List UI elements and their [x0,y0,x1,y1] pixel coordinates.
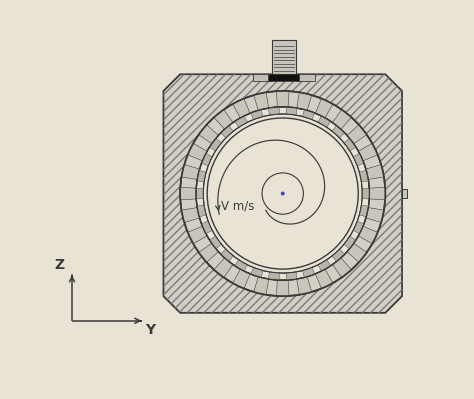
PathPatch shape [188,226,207,244]
PathPatch shape [201,153,212,166]
PathPatch shape [199,243,219,262]
Circle shape [180,91,385,296]
PathPatch shape [366,164,384,180]
PathPatch shape [197,205,206,217]
PathPatch shape [344,138,356,151]
PathPatch shape [182,164,200,180]
Bar [253,74,271,81]
PathPatch shape [199,125,219,144]
PathPatch shape [359,170,368,182]
PathPatch shape [251,267,263,277]
Circle shape [281,192,285,196]
PathPatch shape [302,267,315,277]
PathPatch shape [196,188,203,199]
PathPatch shape [210,236,221,249]
Circle shape [203,114,362,273]
PathPatch shape [362,188,369,199]
PathPatch shape [358,143,378,161]
PathPatch shape [251,110,263,120]
PathPatch shape [268,272,279,280]
PathPatch shape [347,243,367,262]
PathPatch shape [286,107,297,115]
PathPatch shape [233,269,250,288]
PathPatch shape [332,126,345,138]
PathPatch shape [235,116,247,127]
Bar [402,189,407,198]
PathPatch shape [318,260,331,271]
PathPatch shape [358,226,378,244]
Text: V m/s: V m/s [221,200,255,213]
PathPatch shape [254,92,269,111]
PathPatch shape [210,138,221,151]
PathPatch shape [221,249,233,261]
PathPatch shape [276,91,289,107]
PathPatch shape [332,249,345,261]
PathPatch shape [366,207,384,223]
PathPatch shape [359,205,368,217]
PathPatch shape [297,277,312,295]
PathPatch shape [315,269,333,288]
Text: Z: Z [55,258,65,272]
PathPatch shape [353,153,364,166]
Text: Y: Y [146,323,155,337]
Circle shape [262,173,303,214]
PathPatch shape [182,207,200,223]
PathPatch shape [353,221,364,234]
PathPatch shape [254,277,269,295]
Bar [297,74,315,81]
PathPatch shape [332,110,352,129]
PathPatch shape [180,187,196,200]
PathPatch shape [197,170,206,182]
PathPatch shape [164,74,402,313]
PathPatch shape [201,221,212,234]
PathPatch shape [302,110,315,120]
PathPatch shape [268,107,279,115]
PathPatch shape [214,110,233,129]
Bar [272,40,296,74]
PathPatch shape [286,272,297,280]
Circle shape [207,118,358,269]
Circle shape [196,107,369,280]
PathPatch shape [276,280,289,296]
PathPatch shape [332,258,352,278]
PathPatch shape [297,92,312,111]
PathPatch shape [188,143,207,161]
PathPatch shape [235,260,247,271]
PathPatch shape [221,126,233,138]
Bar [268,74,300,81]
PathPatch shape [214,258,233,278]
PathPatch shape [233,99,250,118]
PathPatch shape [344,236,356,249]
PathPatch shape [315,99,333,118]
PathPatch shape [318,116,331,127]
PathPatch shape [347,125,367,144]
PathPatch shape [369,187,385,200]
